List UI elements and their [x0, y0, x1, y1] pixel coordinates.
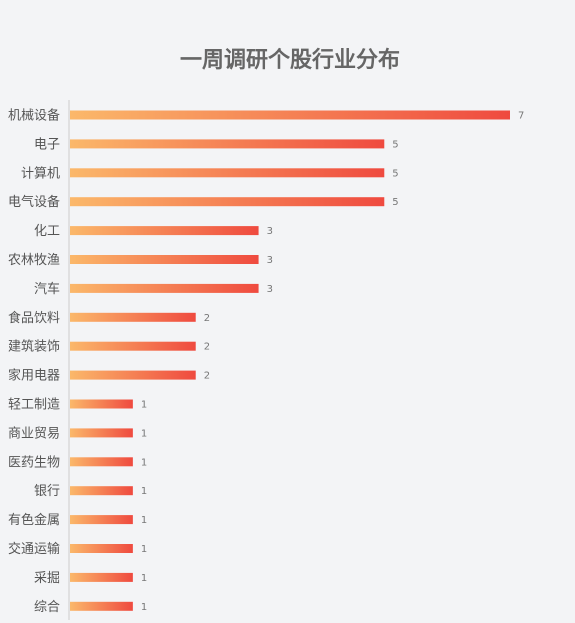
bar	[70, 370, 196, 380]
bar	[70, 486, 133, 496]
category-label: 建筑装饰	[8, 339, 60, 355]
category-label: 计算机	[21, 166, 60, 181]
value-label: 1	[141, 428, 147, 439]
category-label: 轻工制造	[8, 398, 60, 413]
category-label: 银行	[34, 484, 60, 499]
value-label: 5	[392, 168, 398, 179]
bar	[70, 283, 259, 293]
value-label: 1	[141, 573, 147, 584]
bar	[70, 139, 385, 149]
value-label: 3	[267, 284, 273, 295]
category-label: 机械设备	[8, 108, 60, 124]
value-label: 1	[141, 544, 147, 555]
category-label: 有色金属	[8, 512, 60, 528]
category-label: 化工	[34, 224, 60, 239]
bar	[70, 601, 133, 611]
bar	[70, 572, 133, 582]
bar	[70, 110, 510, 120]
bar-group: 机械设备 7 电子 5 计算机 5 电气设备 5 化工 3 农林牧渔 3 汽车 3 食品饮料 2 建筑装饰 2 家用…	[8, 108, 524, 615]
value-label: 7	[518, 111, 524, 122]
value-label: 2	[204, 371, 210, 382]
bar	[70, 428, 133, 438]
category-label: 商业贸易	[8, 426, 60, 441]
bar	[70, 226, 259, 236]
category-label: 交通运输	[8, 541, 60, 557]
bar	[70, 515, 133, 525]
bar	[70, 341, 196, 351]
value-label: 5	[392, 197, 398, 208]
value-label: 1	[141, 457, 147, 468]
value-label: 5	[392, 139, 398, 150]
category-label: 医药生物	[8, 455, 60, 470]
bar	[70, 168, 385, 178]
value-label: 1	[141, 602, 147, 613]
value-label: 1	[141, 400, 147, 411]
value-label: 1	[141, 515, 147, 526]
bar	[70, 399, 133, 409]
category-label: 综合	[34, 600, 60, 615]
category-label: 采掘	[34, 571, 60, 586]
bar	[70, 457, 133, 467]
bar	[70, 255, 259, 264]
value-label: 3	[267, 255, 273, 266]
category-label: 汽车	[34, 281, 60, 297]
category-label: 家用电器	[8, 368, 60, 384]
bar	[70, 312, 196, 322]
value-label: 2	[204, 342, 210, 353]
category-label: 电子	[34, 137, 60, 152]
bar	[70, 197, 385, 207]
value-label: 2	[204, 313, 210, 324]
value-label: 1	[141, 486, 147, 497]
category-label: 食品饮料	[8, 310, 60, 326]
chart-title: 一周调研个股行业分布	[180, 47, 400, 73]
category-label: 电气设备	[8, 194, 60, 210]
category-label: 农林牧渔	[8, 253, 60, 268]
bar	[70, 544, 133, 553]
value-label: 3	[267, 226, 273, 237]
